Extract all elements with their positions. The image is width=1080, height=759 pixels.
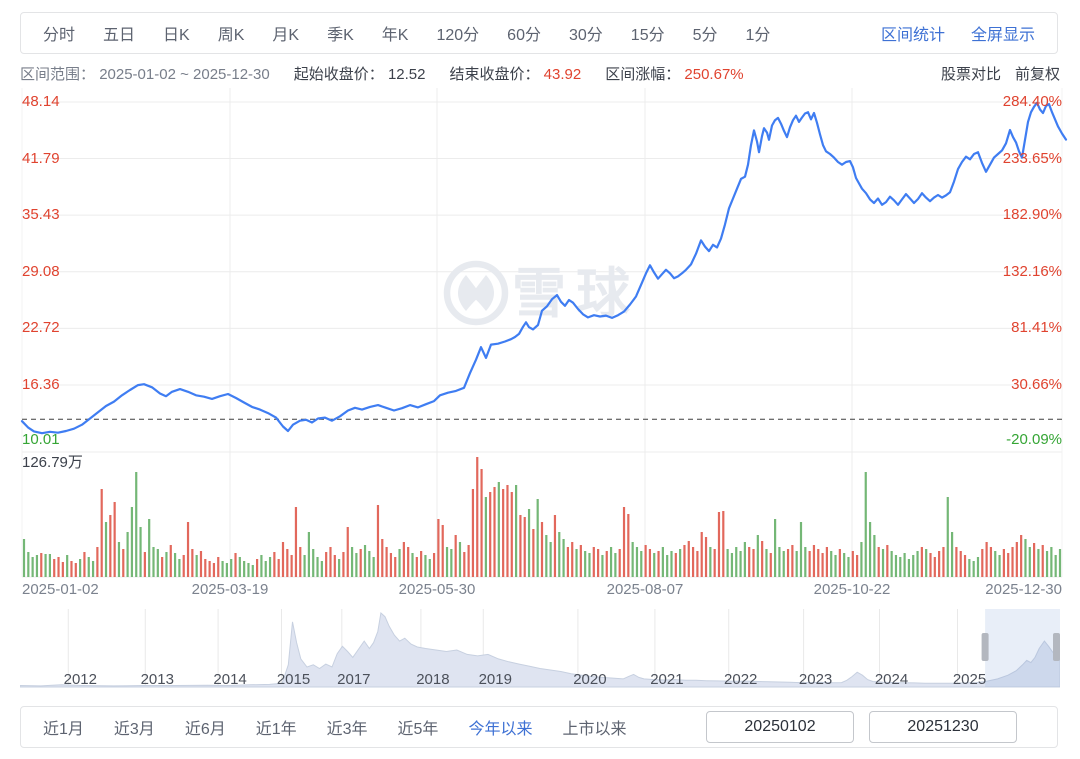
pct-axis-label: 182.90%	[1002, 206, 1062, 224]
volume-bars	[22, 457, 1062, 577]
pct-axis-label: 132.16%	[1002, 262, 1062, 280]
year-label: 2012	[63, 671, 97, 688]
low-pct-label: -20.09%	[1006, 430, 1062, 448]
end-price-label: 结束收盘价：	[449, 65, 540, 83]
toolbar-actions: 区间统计 全屏显示	[881, 21, 1057, 45]
period-tab[interactable]: 分时	[43, 27, 76, 44]
range-group: 区间范围： 2025-01-02 ~ 2025-12-30	[20, 63, 270, 84]
quick-range-button[interactable]: 近1月	[43, 721, 84, 738]
end-date-input[interactable]	[869, 711, 1017, 743]
navigator-svg	[20, 609, 1060, 688]
period-tab[interactable]: 120分	[436, 27, 480, 44]
watermark-text: 雪球	[512, 264, 640, 324]
range-label: 区间范围：	[20, 65, 96, 83]
quick-range-button[interactable]: 近5年	[397, 721, 439, 738]
quick-range-button[interactable]: 近1年	[255, 721, 297, 738]
year-label: 2025	[952, 671, 987, 688]
end-price-group: 结束收盘价： 43.92	[449, 63, 581, 84]
start-price-label: 起始收盘价：	[293, 65, 384, 83]
navigator-selection[interactable]	[985, 609, 1060, 687]
navigator-area-chart	[20, 612, 1060, 688]
year-label: 2023	[798, 671, 833, 688]
period-toolbar: 分时 五日 日K 周K 月K 季K 年K 120分 60分 30分 15分 5分 1分 区间统计 全屏显示	[20, 12, 1058, 54]
date-label: 2025-10-22	[813, 581, 891, 598]
selection-handle-left[interactable]	[981, 633, 989, 661]
range-value: 2025-01-02 ~ 2025-12-30	[99, 65, 270, 83]
change-group: 区间涨幅： 250.67%	[605, 63, 743, 84]
quick-range-bar: 近1月 近3月 近6月 近1年 近3年 近5年 今年以来 上市以来	[20, 706, 1058, 748]
year-label: 2013	[140, 671, 174, 688]
range-summary-bar: 区间范围： 2025-01-02 ~ 2025-12-30 起始收盘价： 12.…	[20, 62, 1060, 84]
period-tab[interactable]: 周K	[217, 27, 245, 44]
xueqiu-watermark-icon: 雪球	[443, 260, 640, 326]
range-summary: 区间范围： 2025-01-02 ~ 2025-12-30 起始收盘价： 12.…	[20, 63, 762, 84]
quick-range-button[interactable]: 近3年	[326, 721, 368, 738]
quick-range-button[interactable]: 今年以来	[468, 721, 533, 738]
date-label: 2025-01-02	[22, 581, 99, 598]
price-axis-label: 41.79	[22, 149, 60, 167]
grid-lines	[21, 88, 1063, 578]
year-label: 2021	[650, 671, 684, 688]
change-value: 250.67%	[684, 65, 744, 83]
pct-axis-label: 233.65%	[1002, 149, 1062, 167]
quick-range-button[interactable]: 上市以来	[562, 721, 627, 738]
pct-axis-label: 284.40%	[1002, 93, 1062, 110]
end-price-value: 43.92	[543, 65, 582, 83]
period-tab[interactable]: 30分	[568, 27, 603, 44]
date-inputs	[706, 711, 1017, 743]
period-tab[interactable]: 60分	[507, 27, 541, 44]
toolbar-action-link[interactable]: 全屏显示	[970, 27, 1035, 44]
year-label: 2014	[213, 671, 247, 688]
year-label: 2024	[874, 671, 909, 688]
stock-compare-button[interactable]: 股票对比	[940, 65, 1001, 83]
year-label: 2020	[573, 671, 607, 688]
start-price-value: 12.52	[387, 65, 426, 83]
price-axis-label: 35.43	[22, 206, 60, 224]
quick-range-button[interactable]: 近3月	[113, 721, 155, 738]
toolbar-action-link[interactable]: 区间统计	[880, 27, 945, 44]
chart-options: 股票对比 前复权	[941, 63, 1060, 84]
price-axis-label: 29.08	[22, 262, 60, 280]
timeline-navigator[interactable]: 2012 2013 2014 2015 2017 2018 2019 2020 2021 2022…	[20, 607, 1060, 689]
date-label: 2025-12-30	[985, 581, 1062, 598]
year-label: 2019	[478, 671, 512, 688]
selection-handle-right[interactable]	[1053, 633, 1060, 661]
price-line	[20, 101, 1068, 435]
price-axis-label: 22.72	[22, 319, 60, 337]
year-label: 2022	[724, 671, 758, 688]
period-tab[interactable]: 年K	[381, 27, 409, 44]
period-tab[interactable]: 日K	[163, 27, 190, 44]
year-label: 2015	[276, 671, 311, 688]
period-tabs: 分时 五日 日K 周K 月K 季K 年K 120分 60分 30分 15分 5分 1分	[21, 21, 770, 45]
period-tab[interactable]: 1分	[745, 27, 771, 44]
low-price-label: 10.01	[22, 430, 60, 448]
pct-axis-label: 81.41%	[1011, 319, 1062, 337]
main-chart: 雪球 48.14 284.40% 41.79 233.65% 35.43 182.90% 2…	[0, 88, 1080, 602]
main-chart-svg: 雪球	[20, 88, 1068, 578]
adjust-mode-button[interactable]: 前复权	[1014, 65, 1060, 83]
period-tab[interactable]: 季K	[327, 27, 354, 44]
period-tab[interactable]: 五日	[103, 27, 136, 44]
period-tab[interactable]: 月K	[272, 27, 300, 44]
date-label: 2025-03-19	[191, 581, 269, 598]
volume-max-label: 126.79万	[22, 454, 83, 471]
year-label: 2018	[416, 671, 450, 688]
quick-range-buttons: 近1月 近3月 近6月 近1年 近3年 近5年 今年以来 上市以来	[43, 715, 626, 739]
price-axis-label: 16.36	[22, 376, 60, 393]
period-tab[interactable]: 15分	[630, 27, 665, 44]
pct-axis-label: 30.66%	[1011, 376, 1062, 393]
start-price-group: 起始收盘价： 12.52	[294, 63, 426, 84]
year-label: 2017	[337, 671, 371, 688]
start-date-input[interactable]	[706, 711, 854, 743]
date-label: 2025-05-30	[398, 581, 476, 598]
period-tab[interactable]: 5分	[692, 27, 718, 44]
change-label: 区间涨幅：	[605, 65, 681, 83]
date-label: 2025-08-07	[606, 581, 684, 598]
quick-range-button[interactable]: 近6月	[184, 721, 226, 738]
price-axis-label: 48.14	[22, 93, 60, 110]
